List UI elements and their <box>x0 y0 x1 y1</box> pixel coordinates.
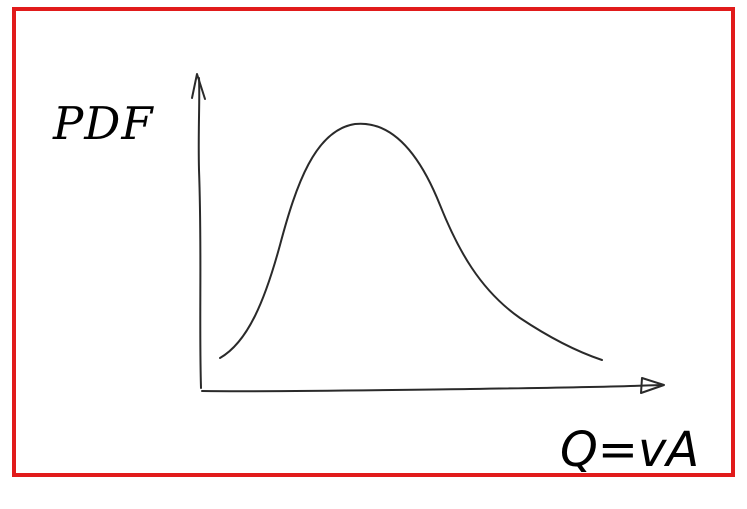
y-axis-label: PDF <box>53 97 154 150</box>
red-frame <box>12 7 735 477</box>
y-axis-line <box>197 77 202 389</box>
x-axis-arrowhead <box>640 377 665 394</box>
pdf-curve <box>219 122 603 361</box>
y-axis-arrowhead <box>191 73 206 100</box>
x-axis-line <box>201 384 662 393</box>
x-axis-label: Q=vA <box>560 422 700 478</box>
